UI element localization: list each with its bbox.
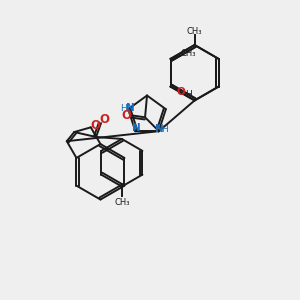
Text: O: O <box>91 119 101 132</box>
Text: H: H <box>161 125 168 134</box>
Text: H: H <box>120 104 127 113</box>
Text: CH₃: CH₃ <box>114 198 130 207</box>
Text: N: N <box>132 123 141 134</box>
Text: CH₃: CH₃ <box>181 50 196 58</box>
Text: O: O <box>176 86 185 97</box>
Text: H: H <box>185 90 192 99</box>
Text: CH₃: CH₃ <box>187 27 202 36</box>
Text: N: N <box>154 124 163 134</box>
Text: N: N <box>126 103 134 113</box>
Text: O: O <box>121 109 131 122</box>
Text: O: O <box>99 112 109 126</box>
